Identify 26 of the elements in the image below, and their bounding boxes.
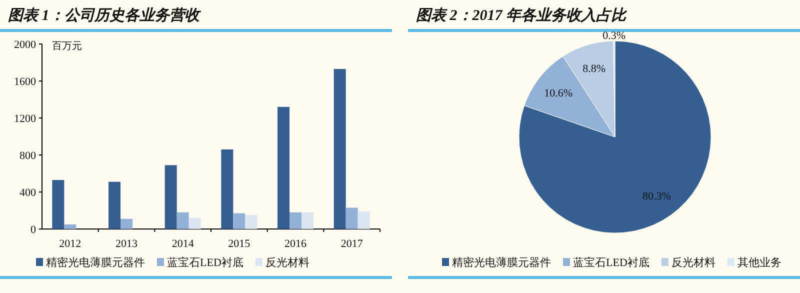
y-tick-label: 1200 xyxy=(14,113,36,125)
legend-label: 反光材料 xyxy=(671,256,716,269)
legend-label: 蓝宝石LED衬底 xyxy=(167,256,244,269)
x-tick-label: 2014 xyxy=(172,238,194,250)
legend-label: 其他业务 xyxy=(737,256,782,269)
data-label: 10.6% xyxy=(544,88,573,100)
y-tick-label: 800 xyxy=(20,150,36,162)
y-tick-label: 2000 xyxy=(14,39,36,51)
legend-label: 蓝宝石LED衬底 xyxy=(573,256,650,269)
chart-title: 图表 1：公司历史各业务营收 xyxy=(8,7,202,24)
y-tick-label: 400 xyxy=(20,187,36,199)
y-axis-title: 百万元 xyxy=(52,41,82,52)
x-tick-label: 2017 xyxy=(340,238,364,250)
y-tick-label: 1600 xyxy=(14,76,36,88)
x-tick-label: 2012 xyxy=(59,238,82,250)
legend-label: 精密光电薄膜元器件 xyxy=(452,256,551,269)
data-label: 8.8% xyxy=(582,63,606,76)
x-tick-label: 2013 xyxy=(116,238,138,250)
legend-label: 精密光电薄膜元器件 xyxy=(46,256,145,269)
y-tick-label: 0 xyxy=(30,224,36,236)
chart-title: 图表 2：2017 年各业务收入占比 xyxy=(416,7,628,24)
data-label: 0.3% xyxy=(602,30,626,42)
legend-label: 反光材料 xyxy=(265,256,310,269)
x-tick-label: 2016 xyxy=(284,238,307,250)
data-label: 80.3% xyxy=(642,190,671,203)
x-tick-label: 2015 xyxy=(228,238,251,250)
